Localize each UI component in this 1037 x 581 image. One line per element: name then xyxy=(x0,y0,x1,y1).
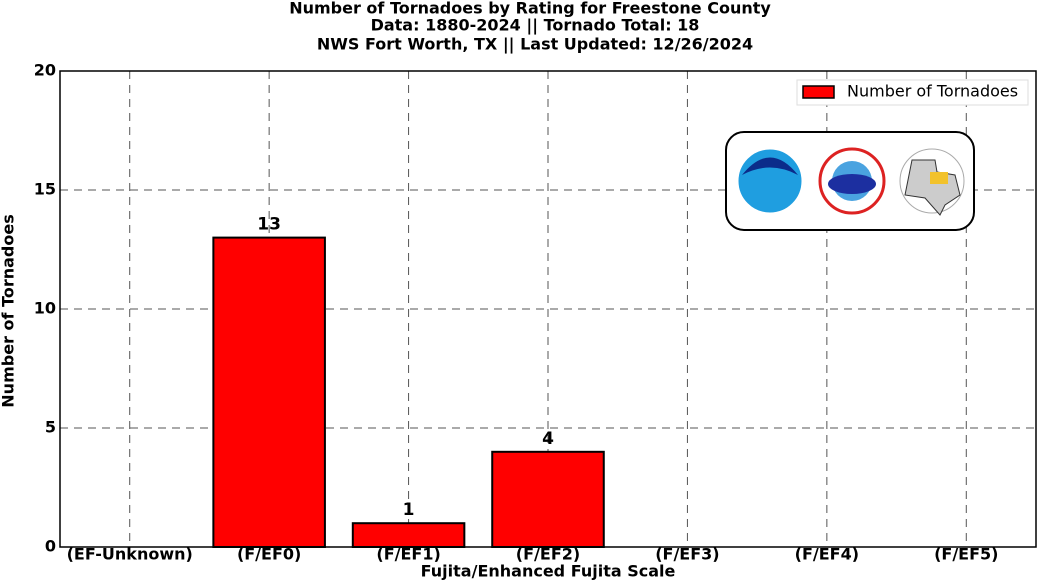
legend: Number of Tornadoes xyxy=(796,79,1029,106)
chart-subtitle: Data: 1880-2024 || Tornado Total: 18 xyxy=(371,16,700,36)
bar xyxy=(351,522,466,549)
data-label: 4 xyxy=(542,429,554,449)
nws-cloud xyxy=(828,174,876,194)
y-tick-label: 15 xyxy=(34,180,56,199)
x-axis-label: Fujita/Enhanced Fujita Scale xyxy=(421,562,676,581)
bar xyxy=(212,236,326,548)
legend-box xyxy=(796,79,1029,106)
bar xyxy=(491,450,605,548)
y-tick-label: 5 xyxy=(45,418,56,437)
y-tick-label: 20 xyxy=(34,61,56,80)
chart-title: Number of Tornadoes by Rating for Freest… xyxy=(289,0,771,18)
data-label: 13 xyxy=(257,215,281,235)
x-tick-label: (F/EF2) xyxy=(516,545,580,564)
logos xyxy=(725,131,975,231)
x-tick-label: (F/EF3) xyxy=(655,545,719,564)
plot-frame xyxy=(59,70,1037,548)
x-tick-label: (F/EF4) xyxy=(795,545,859,564)
legend-swatch xyxy=(802,85,835,99)
noaa-logo-top xyxy=(742,157,798,175)
legend-label: Number of Tornadoes xyxy=(847,82,1018,101)
x-tick-label: (F/EF0) xyxy=(237,545,301,564)
x-tick-label: (F/EF5) xyxy=(934,545,998,564)
bar-layer xyxy=(212,236,605,549)
y-tick-label: 0 xyxy=(45,537,56,556)
x-tick-label: (F/EF1) xyxy=(376,545,440,564)
y-axis-label: Number of Tornadoes xyxy=(0,214,18,407)
texas-region xyxy=(930,172,948,184)
y-tick-label: 10 xyxy=(34,299,56,318)
data-label: 1 xyxy=(403,500,415,520)
chart-subtitle: NWS Fort Worth, TX || Last Updated: 12/2… xyxy=(317,35,753,55)
x-tick-label: (EF-Unknown) xyxy=(67,545,193,564)
